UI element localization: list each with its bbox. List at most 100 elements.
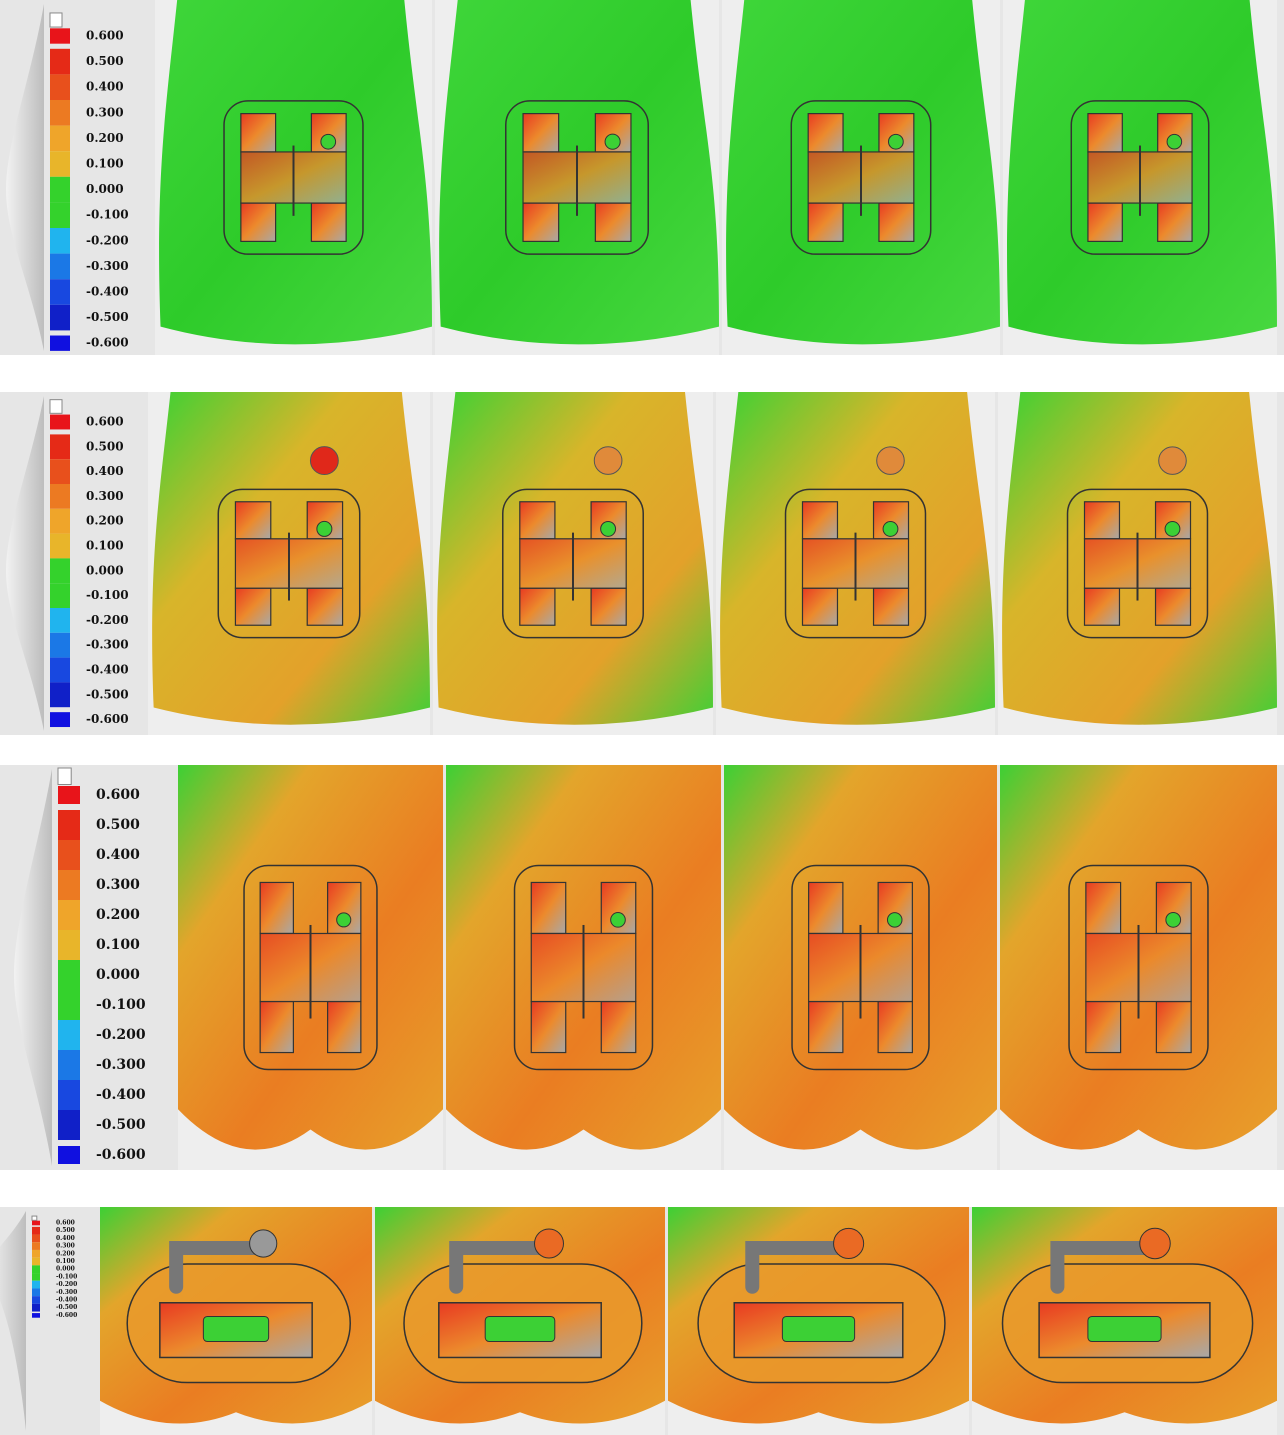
scale-label: 0.100 [56,1258,75,1265]
scale-label: 0.400 [56,1235,75,1242]
bracket-tube [317,521,332,536]
bracket-hook [310,447,338,475]
scale-toggle [50,13,62,27]
scan-panel [435,0,719,355]
scale-label: -0.300 [86,259,129,273]
scale-swatch [32,1221,40,1226]
scale-label: 0.000 [56,1266,75,1273]
scale-label: 0.300 [86,489,124,503]
scale-label: -0.100 [86,208,129,222]
bracket-tube [1167,134,1182,149]
scale-label: 0.200 [56,1250,75,1257]
bracket-tube [601,521,616,536]
scale-label: -0.300 [96,1057,146,1073]
scan-panel [724,765,997,1170]
scale-swatch [32,1227,40,1235]
scale-label: -0.400 [56,1297,77,1304]
bracket-wing [520,502,555,539]
bracket-slot [203,1316,268,1341]
scale-toggle [50,400,62,414]
bracket-wing [311,203,346,241]
bracket-wing [1088,203,1122,241]
bracket-wing [879,203,914,241]
bracket-wing [1084,502,1119,539]
scale-label: 0.600 [56,1220,75,1227]
scale-swatch [32,1250,40,1258]
scale-swatch [50,534,70,559]
scale-label: -0.200 [86,233,129,247]
scale-label: -0.400 [86,663,129,677]
page: {"scale_labels":["0.600","0.500","0.400"… [0,0,1284,1435]
bracket-wing [260,1002,293,1053]
bracket-tube [888,134,903,149]
scale-label: 0.400 [86,80,124,94]
bracket-wing [241,114,276,152]
scale-swatch [58,870,80,900]
scan-panel [178,765,443,1170]
scale-label: 0.500 [96,817,140,833]
scale-swatch [32,1313,40,1318]
scale-label: 0.200 [86,131,124,145]
scale-label: 0.100 [86,539,124,553]
bracket-hook [877,447,905,475]
scale-label: -0.600 [86,336,129,350]
scale-swatch [50,583,70,608]
bracket-ball [1140,1228,1171,1259]
bracket-hook [1159,447,1187,475]
scale-swatch [58,786,80,804]
scale-swatch [50,279,70,305]
bracket-wing [1086,1002,1121,1053]
scale-swatch [50,658,70,683]
bracket-wing [531,1002,565,1053]
scale-swatch [50,459,70,484]
scale-label: 0.200 [86,514,124,528]
scale-label: -0.500 [56,1304,77,1311]
scale-toggle [32,1216,37,1220]
scale-label: 0.600 [86,29,124,43]
scale-label: -0.100 [56,1273,77,1280]
bracket-wing [235,502,270,539]
scan-panel [998,392,1277,735]
scale-swatch [50,608,70,633]
bracket-wing [591,588,626,625]
bracket-wing [809,1002,843,1053]
bracket-wing [1156,588,1191,625]
bracket-tube [1165,522,1180,537]
scale-label: -0.400 [96,1087,146,1103]
scale-label: 0.300 [56,1243,75,1250]
figure: 0.6000.5000.4000.3000.2000.1000.000-0.10… [0,0,1284,1435]
scale-swatch [32,1242,40,1250]
bracket-wing [260,882,293,933]
scale-swatch [32,1288,40,1296]
bracket-wing [601,1002,635,1053]
scale-label: -0.300 [86,638,129,652]
scan-panel [100,1207,372,1435]
bracket-wing [1086,882,1121,933]
scale-swatch [32,1281,40,1289]
bracket-ball [834,1228,864,1258]
scale-label: -0.100 [86,588,129,602]
scale-swatch [50,682,70,707]
bracket-wing [531,882,565,933]
scale-swatch [32,1304,40,1312]
scale-label: 0.500 [86,54,124,68]
scale-swatch [50,228,70,254]
bracket-tube [887,913,902,928]
bracket-tube [337,913,351,927]
bracket-tube [605,134,620,149]
scale-swatch [50,415,70,430]
scan-panel [972,1207,1277,1435]
scale-label: -0.500 [96,1117,146,1133]
bracket-wing [523,114,559,152]
scale-label: 0.300 [96,877,140,893]
bracket-wing [878,1002,912,1053]
bracket-wing [235,588,270,625]
scale-swatch [50,712,70,727]
bracket-tube [883,522,898,537]
scan-panel [716,392,995,735]
scale-label: -0.500 [86,310,129,324]
bracket-wing [802,588,837,625]
bracket-wing [808,203,843,241]
bracket-ball [535,1229,564,1258]
scale-swatch [50,558,70,583]
